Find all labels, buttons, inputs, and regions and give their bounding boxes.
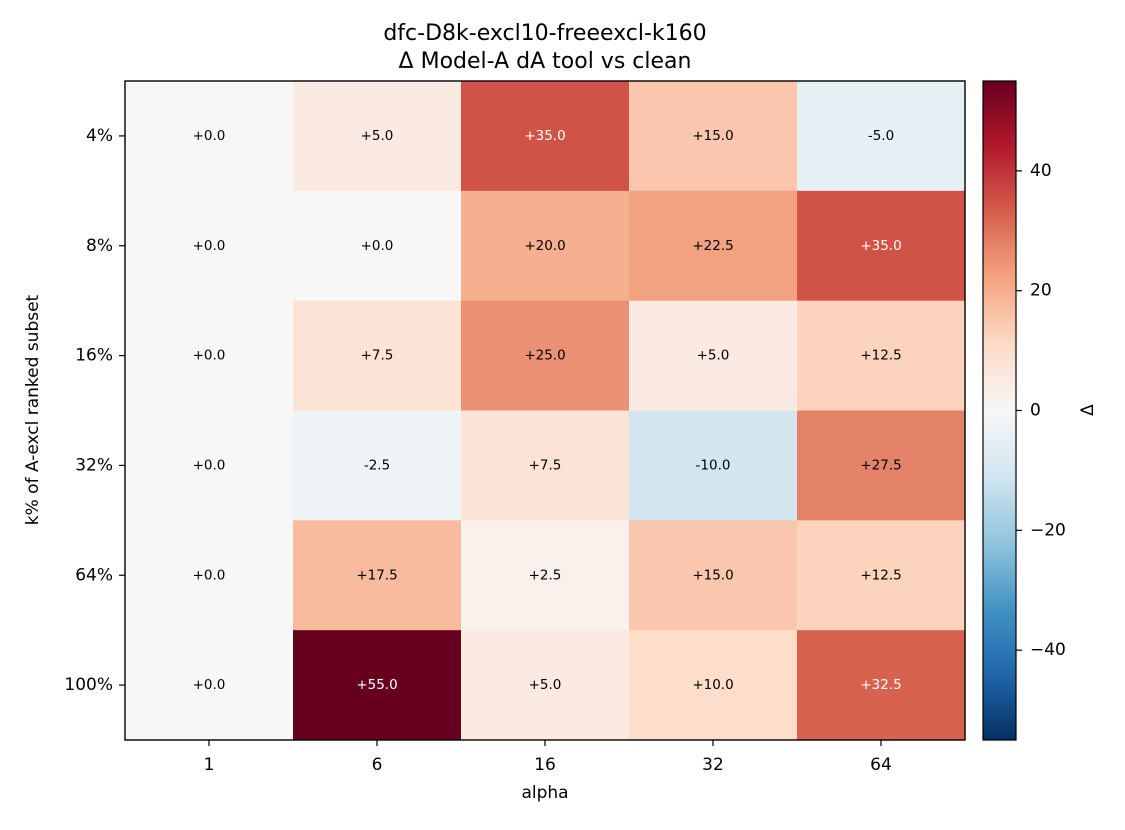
heatmap-cell	[461, 630, 630, 741]
heatmap-cell	[125, 81, 294, 192]
cell-value-label: +0.0	[193, 238, 226, 254]
heatmap-cell	[797, 190, 966, 302]
cell-value-label: -2.5	[364, 457, 390, 473]
cell-value-label: +17.5	[356, 567, 397, 583]
x-tick-label: 6	[372, 755, 383, 775]
heatmap-cell	[629, 81, 798, 192]
colorbar-tick-label: −20	[1030, 520, 1066, 540]
x-axis-ticks: 1 6 16 32 64	[204, 740, 892, 775]
cell-value-label: +5.0	[697, 348, 730, 364]
heatmap-cell	[797, 300, 966, 411]
x-tick-label: 32	[702, 755, 724, 775]
x-tick-label: 64	[870, 755, 892, 775]
cell-value-label: +35.0	[860, 238, 901, 254]
heatmap-cell	[461, 300, 630, 411]
colorbar-tick-label: 40	[1030, 161, 1052, 181]
cell-value-label: +35.0	[524, 128, 565, 144]
heatmap-cell	[461, 410, 630, 521]
heatmap-cell	[293, 190, 462, 302]
cell-value-label: +20.0	[524, 238, 565, 254]
x-axis-label: alpha	[521, 783, 568, 803]
cell-value-label: +0.0	[193, 348, 226, 364]
heatmap-cell	[293, 81, 462, 192]
heatmap-cell	[629, 410, 798, 521]
x-tick-label: 16	[534, 755, 556, 775]
y-tick-label: 64%	[75, 565, 113, 585]
heatmap-cells	[125, 81, 966, 741]
y-tick-label: 32%	[75, 455, 113, 475]
cell-value-label: +15.0	[692, 567, 733, 583]
y-tick-label: 4%	[86, 126, 113, 146]
heatmap-cell	[293, 630, 462, 741]
cell-value-label: +15.0	[692, 128, 733, 144]
colorbar	[982, 80, 1017, 741]
heatmap-cell	[461, 520, 630, 631]
heatmap-cell	[293, 410, 462, 521]
cell-value-label: +0.0	[193, 128, 226, 144]
cell-value-label: +55.0	[356, 677, 397, 693]
heatmap-cell	[293, 300, 462, 411]
x-tick-label: 1	[204, 755, 215, 775]
cell-value-label: +27.5	[860, 457, 901, 473]
heatmap-cell	[629, 300, 798, 411]
heatmap-cell	[797, 81, 966, 192]
heatmap-cell	[461, 81, 630, 192]
heatmap-cell	[293, 520, 462, 631]
cell-value-label: +2.5	[529, 567, 562, 583]
y-axis-ticks: 4% 8% 16% 32% 64% 100%	[64, 126, 125, 695]
cell-value-label: -10.0	[696, 457, 731, 473]
cell-value-label: +0.0	[193, 677, 226, 693]
cell-value-label: +22.5	[692, 238, 733, 254]
cell-value-label: +12.5	[860, 567, 901, 583]
cell-value-label: -5.0	[868, 128, 894, 144]
heatmap-cell	[797, 410, 966, 521]
cell-value-label: +32.5	[860, 677, 901, 693]
heatmap-cell	[125, 190, 294, 302]
heatmap-cell	[125, 630, 294, 741]
heatmap-cell	[629, 190, 798, 302]
y-tick-label: 16%	[75, 346, 113, 366]
chart-title: dfc-D8k-excl10-freeexcl-k160	[383, 21, 706, 46]
cell-value-label: +10.0	[692, 677, 733, 693]
cell-value-label: +0.0	[361, 238, 394, 254]
heatmap-cell	[125, 520, 294, 631]
cell-value-label: +0.0	[193, 567, 226, 583]
colorbar-ticks: 40 20 0 −20 −40	[1016, 161, 1066, 660]
y-tick-label: 100%	[64, 675, 113, 695]
heatmap-cell	[797, 520, 966, 631]
colorbar-tick-label: 20	[1030, 281, 1052, 301]
colorbar-label: Δ	[1078, 404, 1098, 416]
cell-value-label: +7.5	[529, 457, 562, 473]
cell-value-label: +12.5	[860, 348, 901, 364]
heatmap-cell	[125, 410, 294, 521]
heatmap-cell-labels: +0.0 +5.0 +35.0 +15.0 -5.0 +0.0 +0.0 +20.0 +22.5…	[193, 128, 902, 693]
heatmap-cell	[797, 630, 966, 741]
cell-value-label: +5.0	[361, 128, 394, 144]
colorbar-tick-label: −40	[1030, 640, 1066, 660]
heatmap-cell	[629, 630, 798, 741]
y-tick-label: 8%	[86, 236, 113, 256]
cell-value-label: +5.0	[529, 677, 562, 693]
heatmap-cell	[629, 520, 798, 631]
colorbar-tick-label: 0	[1030, 401, 1041, 421]
cell-value-label: +25.0	[524, 348, 565, 364]
cell-value-label: +0.0	[193, 457, 226, 473]
heatmap-cell	[461, 190, 630, 302]
y-axis-label: k% of A-excl ranked subset	[23, 294, 43, 525]
chart-subtitle: Δ Model-A dA tool vs clean	[399, 49, 692, 74]
heatmap-cell	[125, 300, 294, 411]
cell-value-label: +7.5	[361, 348, 394, 364]
